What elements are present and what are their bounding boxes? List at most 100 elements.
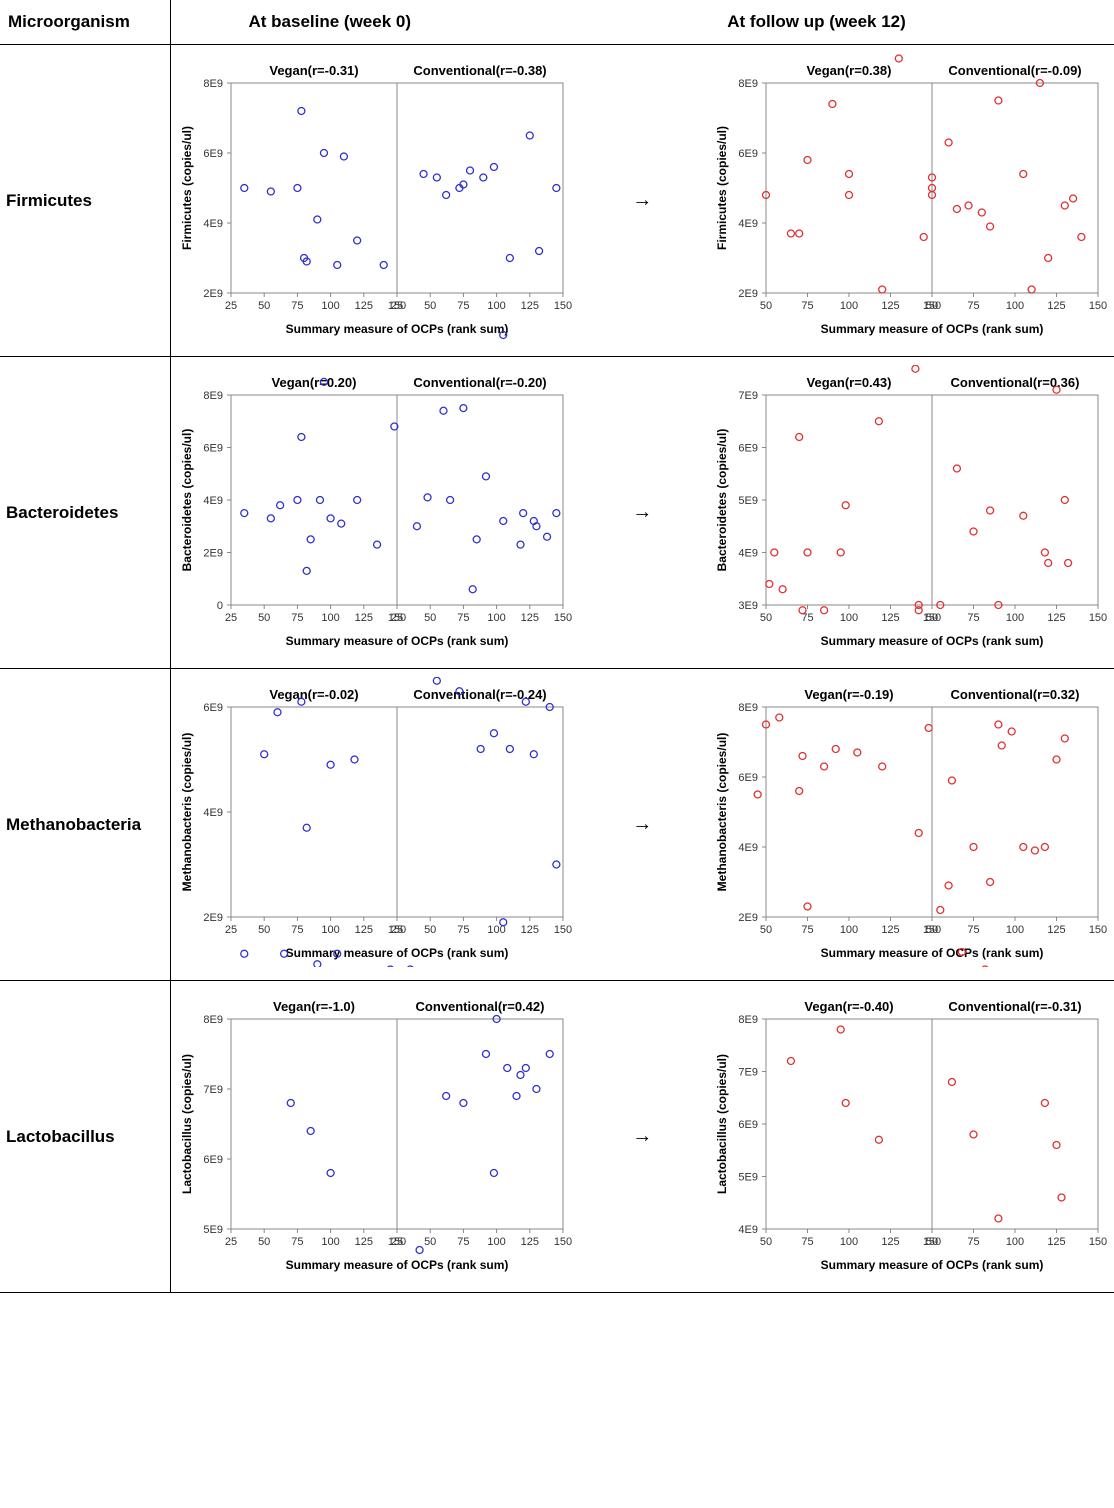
svg-text:125: 125 xyxy=(354,1236,372,1248)
svg-text:75: 75 xyxy=(801,924,813,936)
svg-text:Summary measure of OCPs (rank: Summary measure of OCPs (rank sum) xyxy=(285,634,508,648)
svg-text:50: 50 xyxy=(424,924,436,936)
svg-text:6E9: 6E9 xyxy=(738,772,758,784)
svg-text:50: 50 xyxy=(258,1236,270,1248)
svg-text:4E9: 4E9 xyxy=(738,218,758,230)
svg-text:125: 125 xyxy=(881,1236,899,1248)
svg-text:125: 125 xyxy=(354,924,372,936)
svg-text:150: 150 xyxy=(387,924,405,936)
svg-text:Lactobacillus (copies/ul): Lactobacillus (copies/ul) xyxy=(180,1054,194,1194)
svg-text:75: 75 xyxy=(967,300,979,312)
svg-text:150: 150 xyxy=(387,1236,405,1248)
followup-chart: 3E94E95E96E97E95050757510010012512515015… xyxy=(710,365,1110,660)
svg-text:50: 50 xyxy=(424,300,436,312)
svg-text:2E9: 2E9 xyxy=(738,912,758,924)
baseline-chart: 02E94E96E98E9252550507575100100125125150… xyxy=(175,365,575,660)
organism-name: Bacteroidetes xyxy=(0,357,170,669)
svg-text:2E9: 2E9 xyxy=(203,912,223,924)
svg-text:150: 150 xyxy=(387,300,405,312)
svg-text:25: 25 xyxy=(224,1236,236,1248)
baseline-chart: 2E94E96E9252550507575100100125125150150S… xyxy=(175,677,575,972)
svg-text:150: 150 xyxy=(923,612,941,624)
svg-text:6E9: 6E9 xyxy=(738,1119,758,1131)
svg-text:100: 100 xyxy=(487,1236,505,1248)
svg-text:75: 75 xyxy=(457,300,469,312)
svg-text:150: 150 xyxy=(923,924,941,936)
scatter-chart: 2E94E96E98E950507575100100125125150150Su… xyxy=(710,53,1110,343)
svg-text:Summary measure of OCPs (rank: Summary measure of OCPs (rank sum) xyxy=(821,322,1044,336)
arrow-icon: → xyxy=(632,501,652,524)
organism-row: Bacteroidetes02E94E96E98E925255050757510… xyxy=(0,357,1114,669)
svg-text:75: 75 xyxy=(967,612,979,624)
svg-text:125: 125 xyxy=(1047,612,1065,624)
svg-text:Conventional(r=-0.38): Conventional(r=-0.38) xyxy=(413,63,546,78)
svg-text:5E9: 5E9 xyxy=(738,495,758,507)
svg-text:50: 50 xyxy=(760,924,772,936)
svg-text:100: 100 xyxy=(1006,300,1024,312)
svg-text:150: 150 xyxy=(923,300,941,312)
svg-text:4E9: 4E9 xyxy=(738,548,758,560)
svg-text:Vegan(r=0.43): Vegan(r=0.43) xyxy=(807,375,892,390)
svg-text:100: 100 xyxy=(321,924,339,936)
organism-name: Firmicutes xyxy=(0,45,170,357)
svg-text:125: 125 xyxy=(1047,924,1065,936)
svg-text:25: 25 xyxy=(224,612,236,624)
svg-text:Conventional(r=-0.24): Conventional(r=-0.24) xyxy=(413,687,546,702)
svg-text:8E9: 8E9 xyxy=(738,702,758,714)
svg-text:100: 100 xyxy=(840,612,858,624)
svg-text:150: 150 xyxy=(1089,924,1107,936)
svg-text:150: 150 xyxy=(553,924,571,936)
svg-text:8E9: 8E9 xyxy=(203,390,223,402)
scatter-chart: 2E94E96E9252550507575100100125125150150S… xyxy=(175,677,575,967)
svg-text:100: 100 xyxy=(1006,924,1024,936)
svg-text:125: 125 xyxy=(354,300,372,312)
scatter-chart: 2E94E96E98E950507575100100125125150150Su… xyxy=(710,677,1110,967)
svg-text:75: 75 xyxy=(967,924,979,936)
svg-text:8E9: 8E9 xyxy=(738,78,758,90)
svg-text:Methanobacteris (copies/ul): Methanobacteris (copies/ul) xyxy=(715,733,729,892)
figure-table: Microorganism At baseline (week 0) At fo… xyxy=(0,0,1114,1293)
svg-text:Summary measure of OCPs (rank: Summary measure of OCPs (rank sum) xyxy=(821,946,1044,960)
svg-text:2E9: 2E9 xyxy=(738,288,758,300)
svg-text:7E9: 7E9 xyxy=(738,390,758,402)
svg-text:75: 75 xyxy=(801,1236,813,1248)
svg-text:125: 125 xyxy=(1047,1236,1065,1248)
svg-text:0: 0 xyxy=(216,600,222,612)
charts-cell: 2E94E96E98E92525505075751001001251251501… xyxy=(170,45,1114,357)
svg-text:75: 75 xyxy=(457,612,469,624)
svg-text:75: 75 xyxy=(291,300,303,312)
svg-text:75: 75 xyxy=(291,1236,303,1248)
svg-text:125: 125 xyxy=(354,612,372,624)
svg-text:100: 100 xyxy=(1006,612,1024,624)
svg-text:6E9: 6E9 xyxy=(203,148,223,160)
svg-text:125: 125 xyxy=(520,612,538,624)
svg-text:Vegan(r=-0.40): Vegan(r=-0.40) xyxy=(804,999,893,1014)
scatter-chart: 4E95E96E97E98E95050757510010012512515015… xyxy=(710,989,1110,1279)
organism-name: Lactobacillus xyxy=(0,981,170,1293)
header-followup: At follow up (week 12) xyxy=(627,12,1106,32)
svg-text:50: 50 xyxy=(760,612,772,624)
charts-cell: 2E94E96E9252550507575100100125125150150S… xyxy=(170,669,1114,981)
scatter-chart: 5E96E97E98E92525505075751001001251251501… xyxy=(175,989,575,1279)
svg-text:Firmicutes (copies/ul): Firmicutes (copies/ul) xyxy=(180,126,194,250)
svg-text:6E9: 6E9 xyxy=(738,443,758,455)
svg-text:Summary measure of OCPs (rank: Summary measure of OCPs (rank sum) xyxy=(821,1258,1044,1272)
followup-chart: 2E94E96E98E950507575100100125125150150Su… xyxy=(710,677,1110,972)
svg-text:150: 150 xyxy=(1089,1236,1107,1248)
svg-text:75: 75 xyxy=(291,612,303,624)
svg-text:7E9: 7E9 xyxy=(203,1084,223,1096)
svg-text:125: 125 xyxy=(881,612,899,624)
svg-text:150: 150 xyxy=(553,300,571,312)
svg-text:100: 100 xyxy=(840,924,858,936)
svg-text:150: 150 xyxy=(1089,612,1107,624)
svg-text:150: 150 xyxy=(1089,300,1107,312)
svg-text:Vegan(r=0.38): Vegan(r=0.38) xyxy=(807,63,892,78)
svg-text:25: 25 xyxy=(224,924,236,936)
svg-text:Conventional(r=0.32): Conventional(r=0.32) xyxy=(951,687,1080,702)
svg-text:Vegan(r=0.20): Vegan(r=0.20) xyxy=(271,375,356,390)
svg-text:100: 100 xyxy=(321,300,339,312)
svg-text:8E9: 8E9 xyxy=(203,78,223,90)
svg-text:100: 100 xyxy=(487,612,505,624)
svg-text:50: 50 xyxy=(258,612,270,624)
svg-text:Conventional(r=-0.31): Conventional(r=-0.31) xyxy=(948,999,1081,1014)
